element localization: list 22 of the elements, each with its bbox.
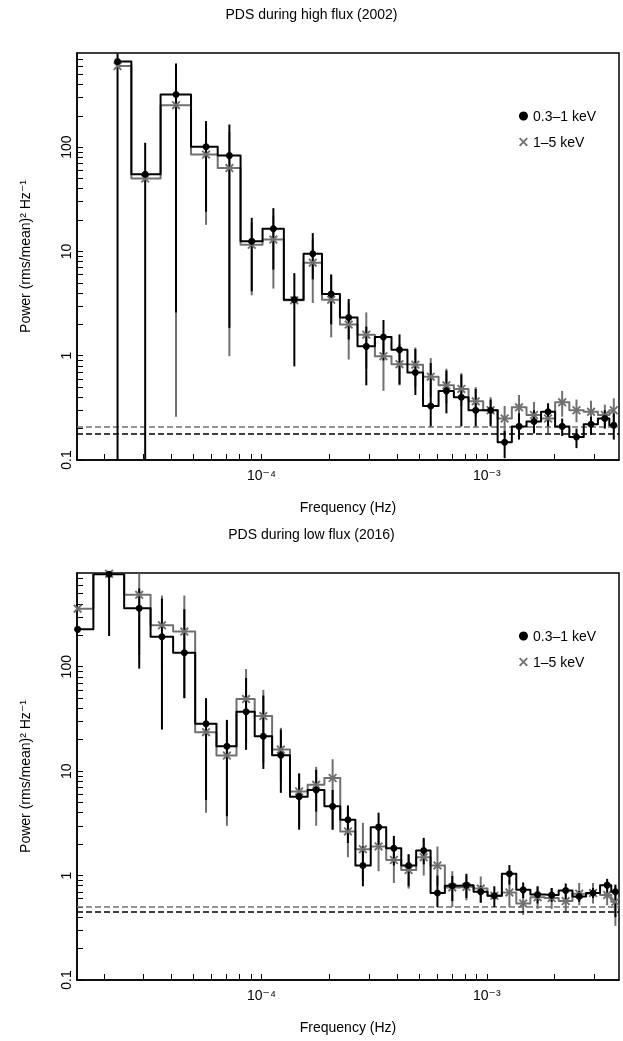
- chart-title: PDS during high flux (2002): [225, 6, 398, 22]
- chart-title: PDS during low flux (2016): [228, 526, 395, 542]
- y-tick-label: 10: [58, 243, 74, 260]
- legend-label: 0.3–1 keV: [532, 628, 597, 644]
- y-tick-label: 0.1: [58, 970, 74, 990]
- legend-label: 1–5 keV: [532, 654, 585, 670]
- legend-label: 1–5 keV: [532, 134, 585, 150]
- legend-label: 0.3–1 keV: [532, 108, 597, 124]
- y-tick-label: 0.1: [58, 450, 74, 470]
- y-tick-label: 100: [58, 135, 74, 159]
- x-tick-label: 10⁻³: [472, 987, 501, 1003]
- y-tick-label: 1: [58, 871, 74, 880]
- y-tick-label: 10: [58, 763, 74, 779]
- y-axis-title: Power (rms/mean)² Hz⁻¹: [17, 699, 33, 853]
- y-axis-title: Power (rms/mean)² Hz⁻¹: [17, 179, 33, 333]
- x-axis-title: Frequency (Hz): [299, 1019, 397, 1035]
- y-tick-label: 100: [58, 654, 74, 679]
- x-axis-title: Frequency (Hz): [299, 499, 397, 515]
- x-tick-label: 10⁻⁴: [246, 467, 276, 483]
- y-tick-label: 1: [58, 351, 74, 360]
- x-tick-label: 10⁻³: [472, 467, 501, 483]
- x-tick-label: 10⁻⁴: [246, 987, 276, 1003]
